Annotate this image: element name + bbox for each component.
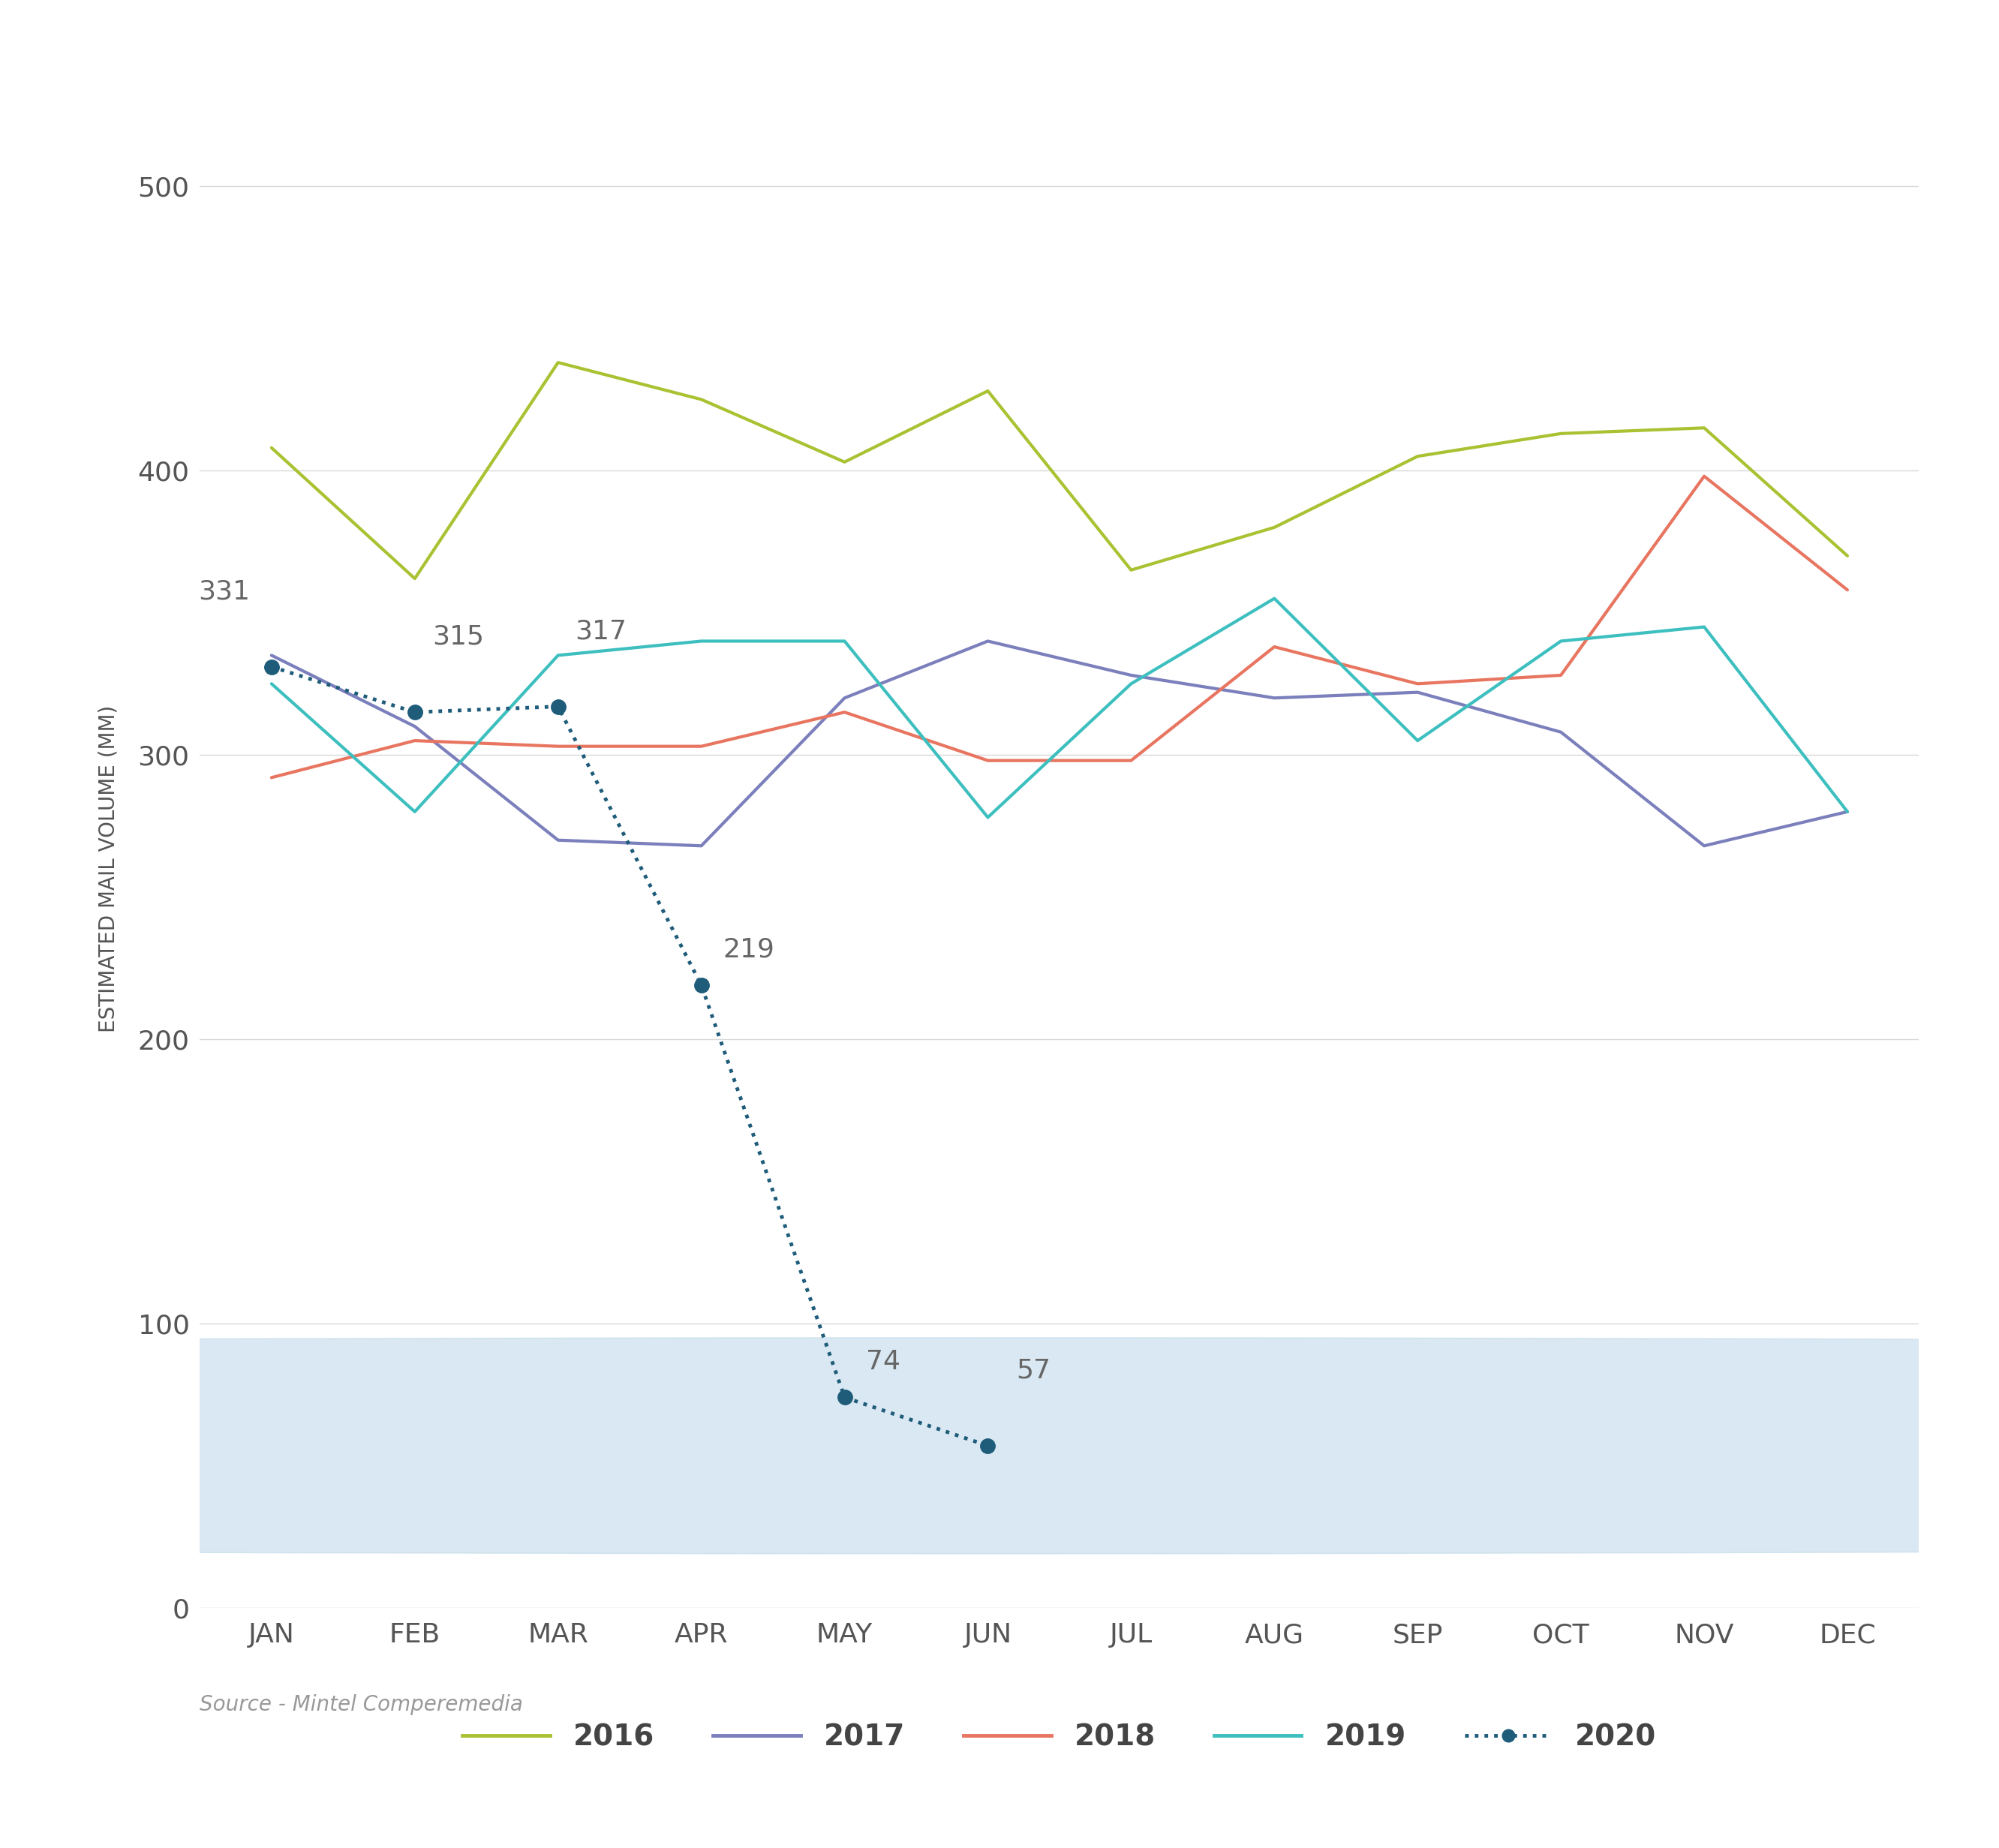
Text: 315: 315	[432, 625, 484, 650]
Text: Source - Mintel Comperemedia: Source - Mintel Comperemedia	[200, 1695, 524, 1715]
Legend: 2016, 2017, 2018, 2019, 2020: 2016, 2017, 2018, 2019, 2020	[450, 1711, 1669, 1763]
Circle shape	[0, 1338, 1999, 1554]
Text: 219: 219	[724, 937, 774, 963]
Y-axis label: ESTIMATED MAIL VOLUME (MM): ESTIMATED MAIL VOLUME (MM)	[98, 704, 120, 1033]
Text: 74: 74	[866, 1349, 902, 1375]
Text: 317: 317	[576, 619, 628, 643]
Text: 57: 57	[1015, 1358, 1051, 1382]
Text: CREDIT CARD DIRECT MAIL VOLUME BY MONTH: CREDIT CARD DIRECT MAIL VOLUME BY MONTH	[44, 43, 1257, 87]
Text: 331: 331	[198, 578, 250, 604]
